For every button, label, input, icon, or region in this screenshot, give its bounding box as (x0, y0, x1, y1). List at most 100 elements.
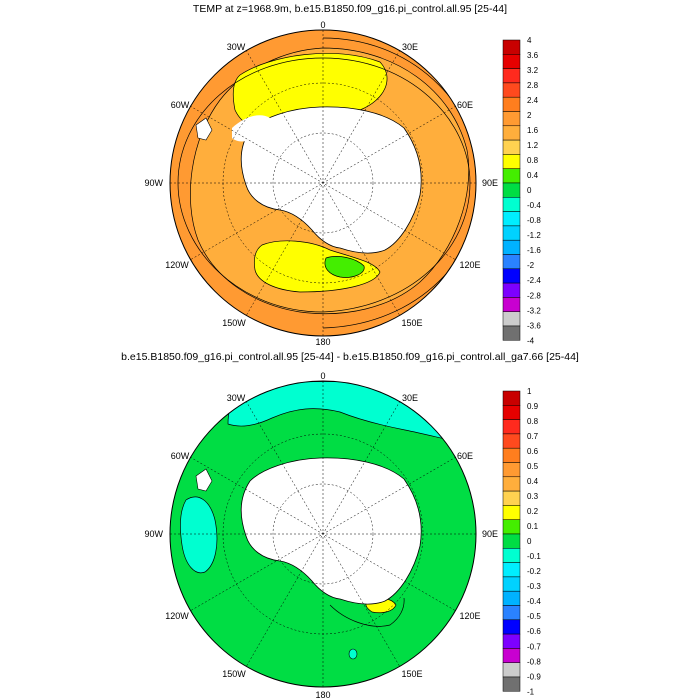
colorbar-swatch (502, 605, 521, 621)
colorbar-swatch (502, 548, 521, 563)
colorbar-label: -0.5 (527, 612, 541, 621)
colorbar-swatch (502, 519, 521, 535)
colorbar-label: -2.8 (527, 291, 541, 300)
colorbar-swatch (502, 39, 521, 55)
colorbar-label: -0.7 (527, 642, 541, 651)
colorbar-label: -0.4 (527, 597, 541, 606)
lon-label-120e: 120E (459, 611, 480, 621)
lon-label-60w: 60W (171, 451, 190, 461)
colorbar-swatch (502, 154, 521, 169)
lon-label-0: 0 (320, 371, 325, 381)
colorbar-label: 2 (527, 111, 532, 120)
colorbar-label: 0.1 (527, 522, 539, 531)
colorbar-label: 4 (527, 36, 532, 45)
lon-label-30w: 30W (227, 42, 246, 52)
panel-2-title: b.e15.B1850.f09_g16.pi_control.all.95 [2… (121, 351, 579, 363)
colorbar-swatch (502, 211, 521, 227)
colorbar-label: -2.4 (527, 276, 541, 285)
colorbar-label: -1.2 (527, 231, 541, 240)
colorbar-swatch (502, 297, 521, 312)
colorbar-swatch (502, 590, 521, 606)
colorbar-swatch (502, 562, 521, 578)
colorbar-label: -1 (527, 687, 535, 696)
temperature-band-0-8 (324, 256, 365, 278)
colorbar-label: -2 (527, 261, 535, 270)
colorbar-label: 1.2 (527, 141, 539, 150)
colorbar-swatch (502, 111, 521, 127)
lon-label-90e: 90E (482, 178, 498, 188)
colorbar-label: -3.2 (527, 306, 541, 315)
colorbar-swatch (502, 68, 521, 84)
colorbar-swatch (502, 125, 521, 141)
colorbar-label: 0.7 (527, 432, 539, 441)
colorbar-swatch (502, 168, 521, 184)
colorbar-swatch (502, 96, 521, 112)
colorbar-swatch (502, 447, 521, 463)
colorbar-label: 0.6 (527, 447, 539, 456)
colorbar-label: -0.3 (527, 582, 541, 591)
antarctica-landmass (240, 106, 422, 254)
colorbar-swatch (502, 476, 521, 492)
lon-label-60e: 60E (457, 100, 473, 110)
colorbar-label: -0.8 (527, 657, 541, 666)
lon-label-90w: 90W (144, 529, 163, 539)
colorbar-label: 0.9 (527, 402, 539, 411)
anomaly-region-negative-west (180, 496, 218, 574)
anomaly-region-negative-south (348, 648, 358, 660)
colorbar-swatch (502, 433, 521, 449)
temperature-band-1-2-south (253, 240, 381, 293)
contour-line (322, 37, 476, 329)
colorbar-swatch (502, 254, 521, 270)
colorbar-swatch (502, 82, 521, 98)
south-america-landmass (195, 117, 213, 141)
lon-label-0: 0 (320, 20, 325, 30)
colorbar-swatch (502, 619, 521, 635)
antarctica-landmass (240, 457, 422, 605)
panel-2-map: 0 180 90W 90E 30W 30E 60W 60E 120W 120E … (144, 371, 541, 700)
colorbar-label: 0.4 (527, 477, 539, 486)
colorbar-label: -0.8 (527, 216, 541, 225)
colorbar-swatch (502, 576, 521, 592)
lon-label-120w: 120W (165, 611, 189, 621)
colorbar-label: 3.6 (527, 51, 539, 60)
colorbar-label: 2.8 (527, 81, 539, 90)
colorbar-label: -4 (527, 336, 535, 345)
lon-label-150e: 150E (401, 669, 422, 679)
colorbar-label: -1.6 (527, 246, 541, 255)
colorbar-label: -0.9 (527, 672, 541, 681)
colorbar-swatch (502, 225, 521, 241)
colorbar-label: 1.6 (527, 126, 539, 135)
colorbar-label: -0.6 (527, 627, 541, 636)
graticule (170, 30, 476, 336)
lon-label-120w: 120W (165, 260, 189, 270)
colorbar-label: 2.4 (527, 96, 539, 105)
colorbar-swatch (502, 268, 521, 284)
colorbar-label: 0.8 (527, 156, 539, 165)
colorbar-swatch (502, 182, 521, 198)
colorbar-swatch (502, 419, 521, 435)
colorbar-swatch (502, 490, 521, 506)
lon-label-60e: 60E (457, 451, 473, 461)
lon-label-30w: 30W (227, 393, 246, 403)
colorbar-swatch (502, 390, 521, 406)
colorbar-swatch (502, 533, 521, 549)
colorbar-label: 3.2 (527, 66, 539, 75)
colorbar-label: 0.5 (527, 462, 539, 471)
lon-label-30e: 30E (402, 393, 418, 403)
colorbar-swatch (502, 405, 521, 420)
colorbar-label: 0.8 (527, 417, 539, 426)
colorbar-swatch (502, 139, 521, 155)
lon-label-30e: 30E (402, 42, 418, 52)
colorbar-swatch (502, 197, 521, 212)
lon-label-90w: 90W (144, 178, 163, 188)
colorbar-swatch (502, 633, 521, 649)
contour-line (329, 597, 405, 627)
lon-label-150w: 150W (222, 669, 246, 679)
colorbar-swatch (502, 676, 521, 692)
colorbar-swatch (502, 325, 521, 341)
panel-1-colorbar: 4 3.6 3.2 2.8 2.4 2 1.6 1.2 0.8 0.4 0 -0.4 -0.8 -1.2 -… (502, 36, 541, 345)
colorbar-swatch (502, 239, 521, 255)
graticule (170, 381, 476, 687)
colorbar-swatch (502, 282, 521, 298)
colorbar-label: 0 (527, 537, 532, 546)
